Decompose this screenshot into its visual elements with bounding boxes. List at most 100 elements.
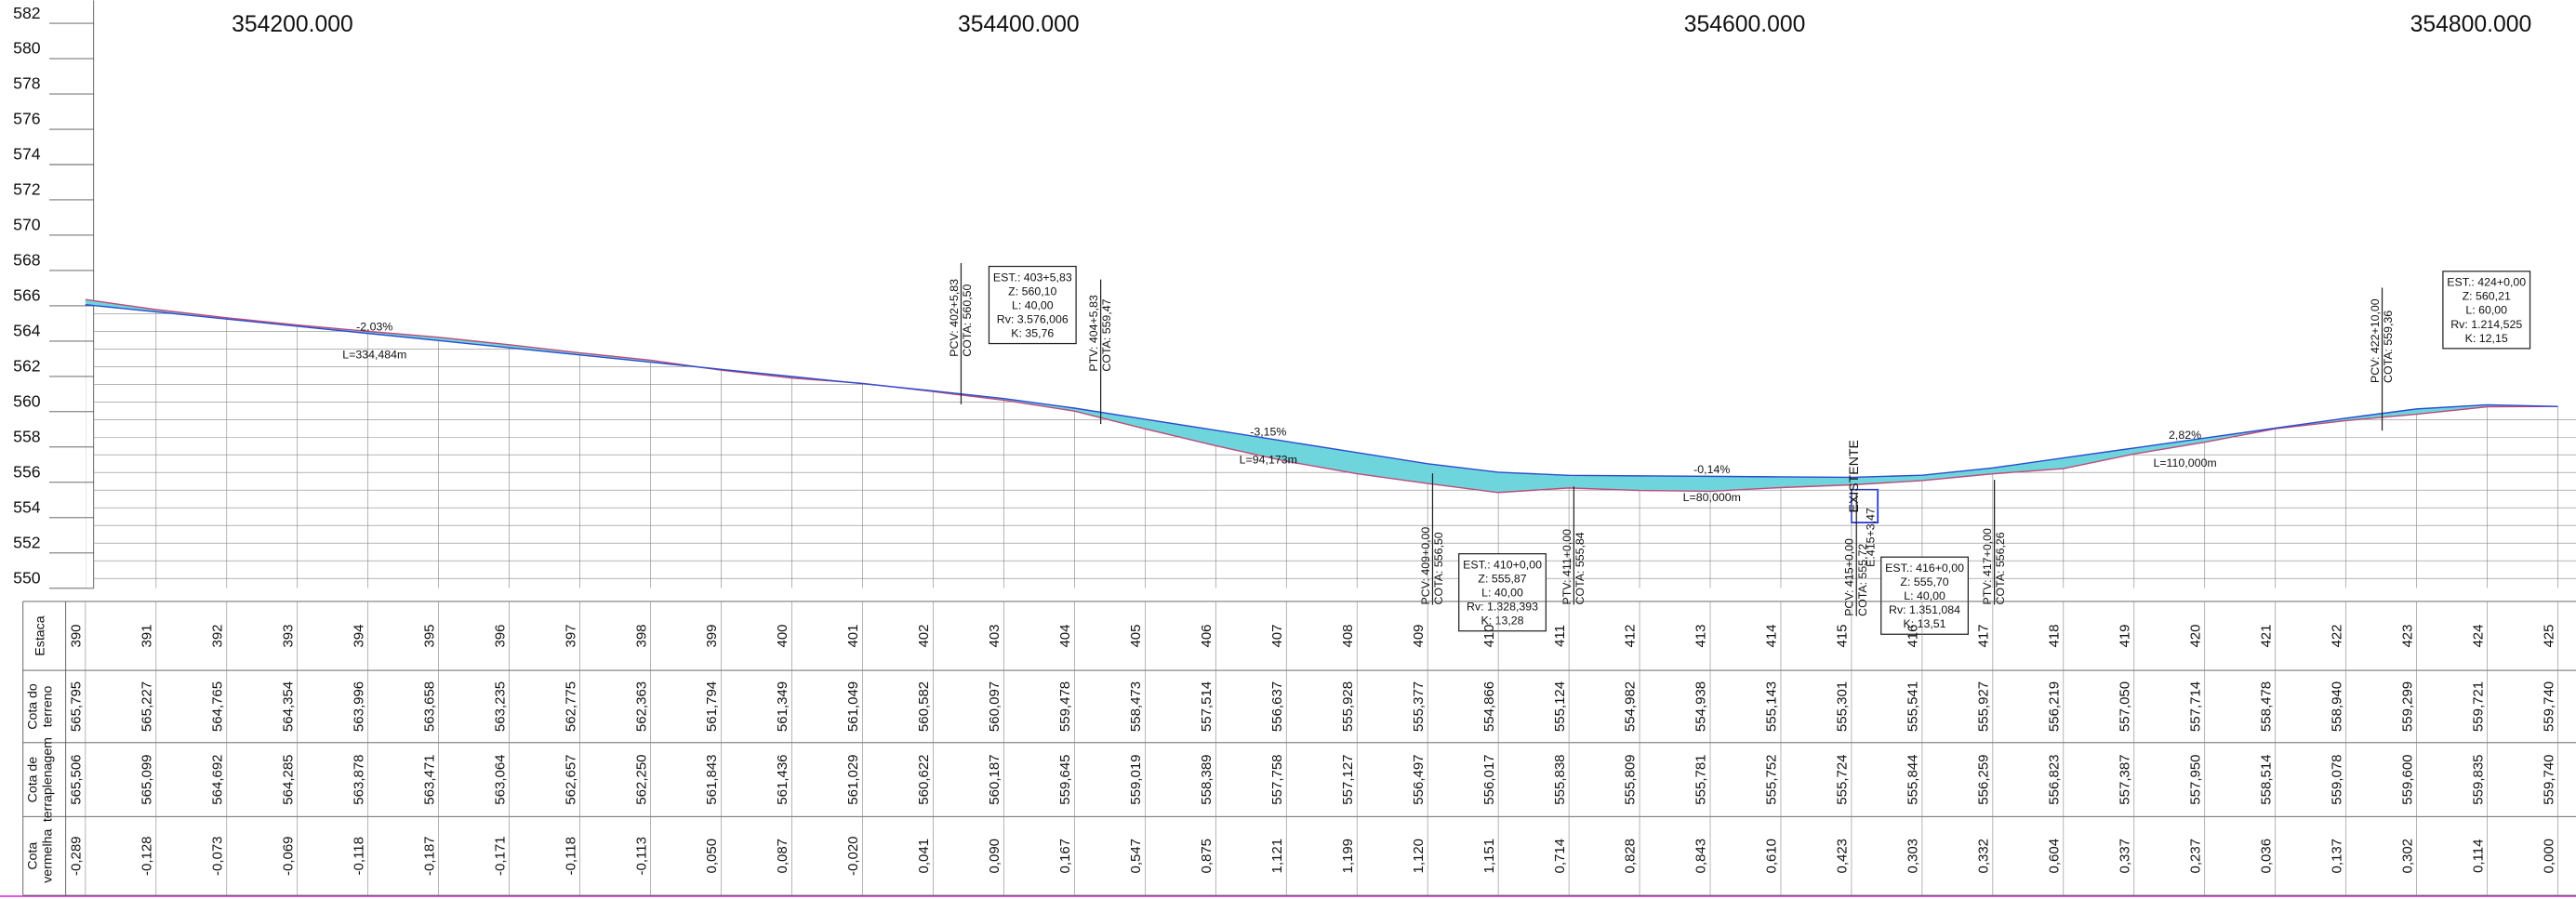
table-cell: 555,809	[1623, 754, 1639, 804]
table-cell: 1,121	[1269, 839, 1285, 874]
table-cell: 554,866	[1481, 681, 1497, 732]
curve-box	[1880, 556, 1969, 635]
table-cell: 564,765	[209, 681, 225, 732]
table-cell: 0,090	[987, 839, 1003, 874]
pv-label: PCV: 409+0,00	[1419, 527, 1432, 605]
table-cell: 560,582	[916, 681, 932, 732]
table-cell: 558,940	[2329, 681, 2344, 732]
grade-length: L=110,000m	[2153, 456, 2216, 469]
curve-box-line: K: 13,51	[1904, 617, 1946, 630]
elevation-label: 558	[13, 428, 41, 446]
terrain-line	[85, 298, 2558, 494]
table-cell: 562,363	[633, 681, 649, 732]
table-cell: 556,497	[1411, 754, 1427, 804]
table-cell: -0,113	[633, 837, 649, 875]
table-cell: 0,050	[704, 839, 720, 874]
grade-slope: -2,03%	[356, 320, 392, 333]
table-cell: -0,128	[139, 836, 155, 876]
table-cell: 557,950	[2187, 754, 2203, 804]
table-cell: 556,637	[1269, 681, 1285, 732]
table-cell: 0,547	[1128, 839, 1144, 874]
table-cell: 554,982	[1623, 681, 1639, 732]
table-cell: -0,020	[845, 836, 861, 876]
table-cell: 408	[1340, 624, 1356, 647]
elevation-label: 556	[13, 463, 41, 482]
table-cell: 0,114	[2470, 840, 2486, 873]
table-cell: 559,078	[2329, 754, 2344, 804]
table-cell: 556,823	[2047, 754, 2063, 804]
table-cell: 423	[2399, 624, 2415, 647]
curve-box-line: EST.: 410+0,00	[1463, 559, 1542, 572]
pv-label: PTV: 411+0,00	[1560, 529, 1573, 605]
row-label: Estaca	[33, 615, 47, 655]
elevation-label: 580	[13, 39, 41, 58]
table-cell: -0,069	[280, 836, 296, 876]
curve-box-line: L: 40,00	[1012, 298, 1054, 311]
elevation-label: 560	[13, 392, 41, 411]
table-cell: 404	[1057, 624, 1073, 647]
table-cell: 417	[1976, 624, 1992, 647]
row-label: terraplenagem	[40, 737, 55, 822]
table-cell: 558,389	[1199, 754, 1215, 804]
grade-slope: 2,82%	[2169, 429, 2201, 442]
table-cell: 556,259	[1976, 754, 1992, 804]
coordinate-label: 354200.000	[232, 12, 353, 37]
table-cell: 555,928	[1340, 681, 1356, 732]
table-cell: 0,167	[1057, 839, 1073, 874]
table-cell: 393	[280, 624, 296, 647]
table-cell: 561,794	[704, 681, 720, 732]
table-cell: 555,838	[1552, 754, 1568, 804]
elevation-label: 552	[13, 533, 40, 551]
table-cell: 561,843	[704, 754, 720, 804]
table-cell: 392	[209, 624, 225, 647]
table-cell: 0,041	[916, 839, 932, 874]
table-cell: 565,506	[69, 754, 85, 804]
table-cell: 0,303	[1905, 839, 1921, 874]
table-cell: 563,658	[421, 681, 437, 732]
table-cell: -0,073	[209, 836, 225, 876]
pv-label: PCV: 402+5,83	[948, 279, 961, 357]
pv-label: COTA: 556,26	[1994, 532, 2007, 604]
table-cell: 424	[2470, 624, 2486, 647]
table-cell: 400	[775, 624, 790, 647]
table-cell: 0,610	[1764, 839, 1780, 874]
table-cell: 558,514	[2258, 754, 2274, 804]
curve-box-line: K: 12,15	[2465, 332, 2508, 345]
table-cell: 555,124	[1552, 681, 1568, 732]
table-cell: 0,875	[1199, 839, 1215, 874]
table-cell: 402	[916, 624, 932, 647]
pv-label: COTA: 556,50	[1432, 532, 1445, 604]
curve-box	[1458, 553, 1547, 632]
table-cell: 419	[2117, 624, 2132, 647]
table-cell: 556,017	[1481, 754, 1497, 804]
grade-slope: -3,15%	[1250, 425, 1286, 438]
table-cell: 562,775	[563, 681, 578, 732]
elevation-label: 578	[13, 74, 41, 93]
table-cell: 562,250	[633, 754, 649, 804]
row-label: Cota de	[25, 757, 40, 803]
row-label: terreno	[40, 685, 55, 727]
table-cell: 0,000	[2541, 839, 2556, 874]
table-cell: 409	[1411, 624, 1427, 647]
grade-length: L=94,173m	[1240, 454, 1297, 467]
table-cell: 558,473	[1128, 681, 1144, 732]
grade-length: L=334,484m	[342, 348, 406, 361]
table-cell: 559,478	[1057, 681, 1073, 732]
pv-label: PTV: 404+5,83	[1087, 295, 1100, 371]
existing-label: EXISTENTE	[1846, 440, 1861, 513]
grade-slope: -0,14%	[1693, 463, 1730, 476]
table-cell: 557,714	[2187, 681, 2203, 732]
curve-box-line: K: 35,76	[1011, 326, 1054, 339]
table-cell: 562,657	[563, 754, 578, 804]
table-cell: 421	[2258, 624, 2274, 647]
table-cell: 0,332	[1976, 839, 1992, 874]
curve-box-line: Rv: 1.214,525	[2450, 318, 2522, 331]
table-cell: 559,721	[2470, 681, 2486, 732]
pv-label: PCV: 415+0,00	[1843, 538, 1856, 616]
elevation-label: 562	[13, 357, 40, 376]
table-cell: 398	[633, 624, 649, 647]
table-cell: 561,049	[845, 681, 861, 732]
curve-box-line: EST.: 403+5,83	[993, 271, 1072, 284]
table-cell: 391	[139, 624, 155, 647]
